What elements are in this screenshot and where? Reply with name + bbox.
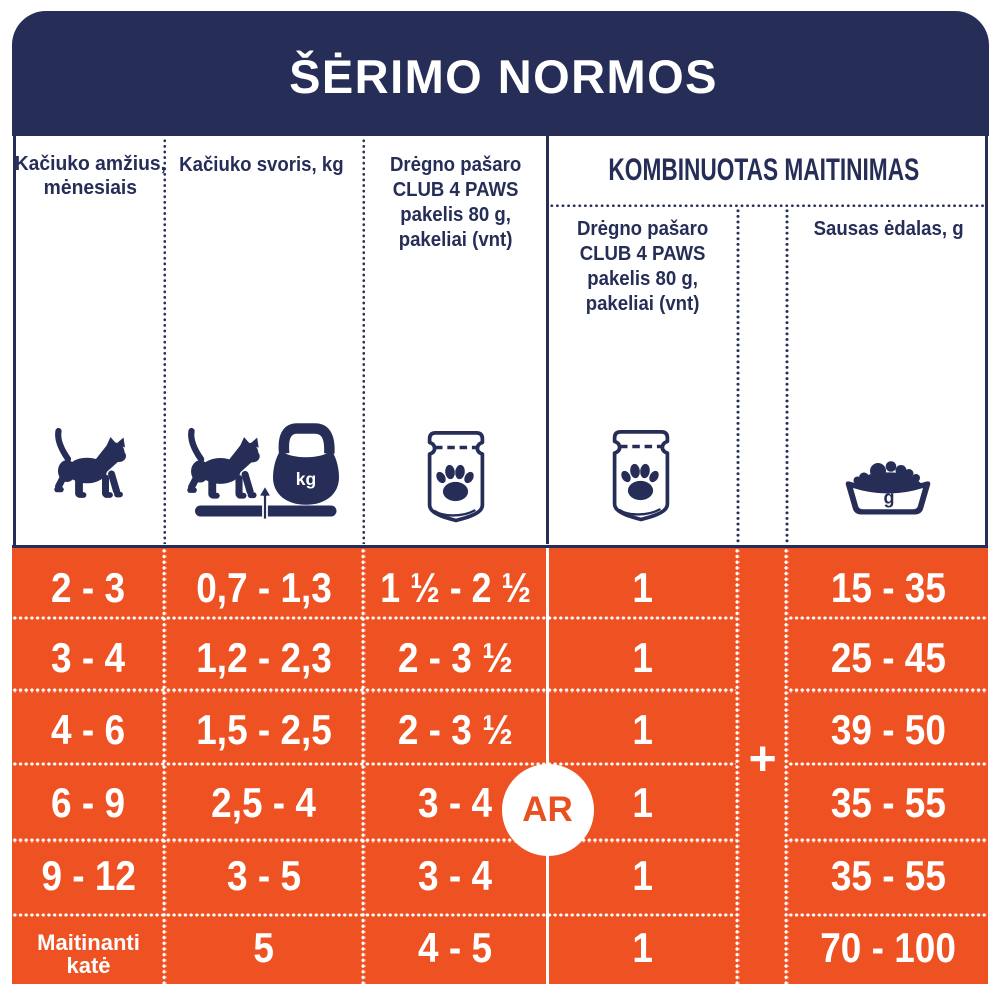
svg-text:kg: kg <box>296 469 316 489</box>
svg-text:g: g <box>884 488 895 508</box>
